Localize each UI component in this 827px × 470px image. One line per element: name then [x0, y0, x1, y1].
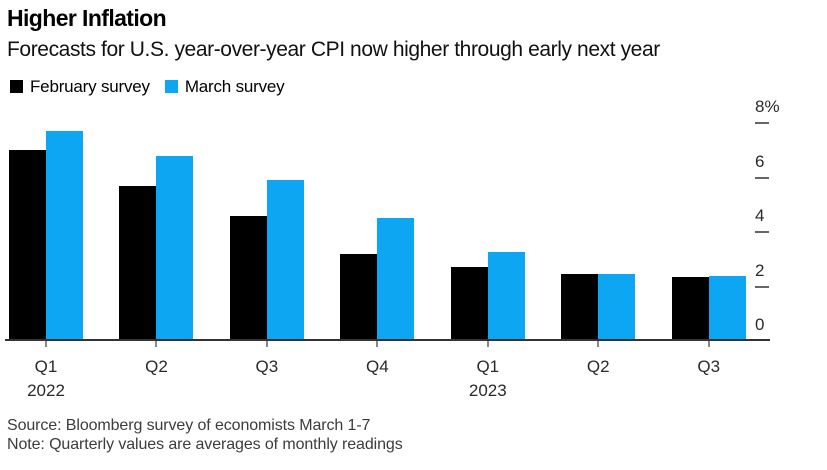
- x-axis-year-label-2022: 2022: [27, 381, 65, 400]
- x-axis-tick-3: [376, 341, 379, 347]
- legend-swatch-march-icon: [164, 80, 178, 93]
- chart-title: Higher Inflation: [7, 5, 167, 31]
- bar-march-q4-3: [377, 218, 415, 341]
- note-text: Note: Quarterly values are averages of m…: [7, 436, 403, 453]
- x-axis-tick-5: [597, 341, 600, 347]
- y-axis-label-4: 4: [755, 206, 765, 225]
- legend-label-march: March survey: [184, 76, 285, 96]
- y-axis-label-6: 6: [755, 151, 765, 171]
- x-axis-tick-2: [265, 341, 268, 347]
- y-axis-tick-4: [755, 231, 769, 233]
- bar-march-q2-1: [156, 155, 194, 341]
- x-axis-tick-4: [486, 341, 489, 347]
- x-axis-tick-1: [155, 341, 158, 347]
- legend-label-february: February survey: [30, 76, 150, 96]
- x-axis-label-0: Q1: [34, 357, 58, 376]
- bar-february-q2-5: [561, 274, 599, 341]
- legend-item-march: March survey: [164, 76, 285, 97]
- x-axis-line: [5, 339, 770, 341]
- x-axis-label-6: Q3: [697, 357, 721, 376]
- legend-item-february: February survey: [10, 77, 150, 97]
- bar-february-q1-0: [9, 150, 46, 341]
- y-axis-label-0: 0: [755, 315, 765, 334]
- x-axis-label-4: Q1: [476, 357, 500, 376]
- bar-march-q1-0: [46, 131, 83, 341]
- plot-area: Q1 Q2 Q3 Q4 Q1 Q2 Q3 2022 2023 8% 6 4 2 0: [0, 97, 827, 400]
- bar-february-q3-2: [229, 215, 267, 341]
- bar-february-q3-6: [671, 276, 709, 341]
- y-axis-tick-6: [755, 176, 769, 179]
- y-axis-tick-2: [755, 285, 769, 288]
- bar-march-q2-5: [598, 274, 636, 341]
- bar-march-q3-2: [266, 180, 304, 341]
- chart-legend: February survey March survey: [10, 76, 299, 97]
- bar-february-q1-4: [450, 267, 488, 341]
- bar-march-q3-6: [708, 275, 746, 341]
- x-axis-year-label-2023: 2023: [468, 381, 507, 400]
- chart-subtitle: Forecasts for U.S. year-over-year CPI no…: [7, 38, 660, 61]
- y-axis-label-8: 8%: [755, 97, 780, 116]
- x-axis-label-5: Q2: [586, 357, 610, 376]
- y-axis-tick-8: [755, 122, 769, 124]
- bar-february-q4-3: [340, 253, 378, 341]
- x-axis-label-3: Q4: [366, 357, 389, 376]
- source-text: Source: Bloomberg survey of economists M…: [7, 417, 371, 434]
- x-axis-tick-6: [707, 341, 710, 347]
- x-axis-tick-0: [45, 341, 47, 347]
- bar-february-q2-1: [119, 185, 157, 341]
- bar-march-q1-4: [487, 252, 525, 341]
- legend-swatch-february-icon: [10, 80, 23, 93]
- x-axis-label-2: Q3: [255, 357, 279, 376]
- y-axis-label-2: 2: [755, 260, 765, 280]
- x-axis-label-1: Q2: [145, 357, 168, 376]
- chart-footer: Source: Bloomberg survey of economists M…: [7, 416, 403, 454]
